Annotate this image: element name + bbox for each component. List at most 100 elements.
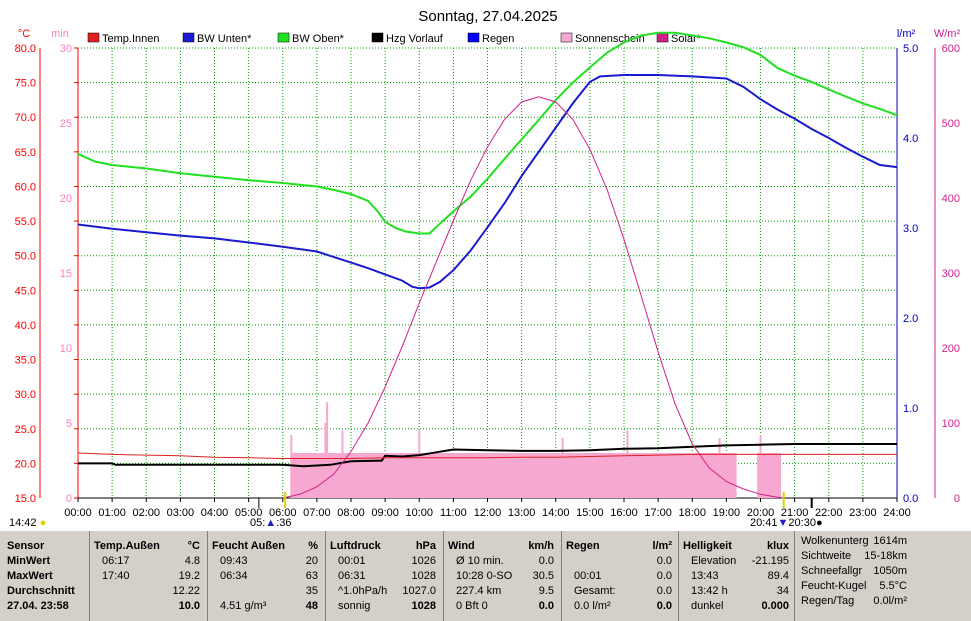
legend-label: BW Unten* bbox=[197, 33, 252, 45]
stats-separator bbox=[207, 531, 208, 621]
legend-swatch bbox=[371, 32, 384, 43]
stats-cell-value: 19.2 bbox=[178, 570, 200, 582]
stats-cell-value: 1028 bbox=[411, 570, 436, 582]
left-tick-label: 35.0 bbox=[15, 355, 36, 367]
stats-cell-value: -21.195 bbox=[751, 555, 789, 567]
series-line-solar- bbox=[282, 96, 785, 499]
x-tick-label: 04:00 bbox=[201, 507, 229, 519]
x-tick-label: 00:00 bbox=[64, 507, 92, 519]
stats-unit-col5: l/m² bbox=[652, 540, 672, 552]
stats-header-col5: Regen bbox=[566, 540, 600, 552]
sunset-suffix: 20:30 bbox=[788, 517, 816, 529]
min-tick-label: 10 bbox=[60, 343, 72, 355]
stats-unit-col2: % bbox=[308, 540, 318, 552]
legend-swatch bbox=[87, 32, 100, 43]
stats-separator bbox=[89, 531, 90, 621]
x-tick-label: 22:00 bbox=[815, 507, 843, 519]
stats-cell-label: Gesamt: bbox=[574, 585, 616, 597]
rain-tick-label: 3.0 bbox=[903, 223, 918, 235]
stats-cell-value: 30.5 bbox=[532, 570, 554, 582]
stats-row-label: 27.04. 23:58 bbox=[7, 600, 69, 612]
left-tick-label: 15.0 bbox=[15, 493, 36, 505]
stats-cell-label: 06:34 bbox=[220, 570, 248, 582]
stats-cell-value: 48 bbox=[305, 600, 318, 612]
solar-tick-label: 400 bbox=[942, 193, 960, 205]
stats-extra-value: 5.5°C bbox=[879, 580, 907, 592]
left-tick-label: 50.0 bbox=[15, 251, 36, 263]
chart-title: Sonntag, 27.04.2025 bbox=[418, 8, 557, 25]
x-tick-label: 12:00 bbox=[474, 507, 502, 519]
solar-tick-label: 500 bbox=[942, 118, 960, 130]
solar-tick-label: 300 bbox=[942, 268, 960, 280]
day-length-label: 14:42 ● bbox=[9, 517, 46, 529]
x-tick-label: 21:00 bbox=[781, 507, 809, 519]
stats-sensor-header: Sensor bbox=[7, 540, 45, 552]
stats-cell-value: 12.22 bbox=[172, 585, 200, 597]
x-tick-label: 20:00 bbox=[747, 507, 775, 519]
stats-cell-value: 0.0 bbox=[656, 555, 672, 567]
legend-label: Hzg Vorlauf bbox=[386, 33, 444, 45]
solar-tick-label: 100 bbox=[942, 418, 960, 430]
stats-extra-label: Feucht-Kugel bbox=[801, 580, 867, 592]
x-tick-label: 17:00 bbox=[644, 507, 672, 519]
stats-cell-value: 0.0 bbox=[538, 600, 554, 612]
sunrise-suffix: :36 bbox=[276, 517, 292, 529]
stats-extra-label: Wolkenunterg bbox=[801, 535, 869, 547]
x-tick-label: 01:00 bbox=[98, 507, 126, 519]
stats-unit-col6: klux bbox=[766, 540, 789, 552]
left-tick-label: 45.0 bbox=[15, 285, 36, 297]
min-tick-label: 0 bbox=[66, 493, 72, 505]
sonnenschein-block bbox=[291, 453, 737, 498]
stats-panel: Sensor MinWert MaxWert Durchschnitt 27.04. 2… bbox=[0, 531, 971, 621]
stats-extra-value: 1614m bbox=[873, 535, 907, 547]
stats-cell-label: 17:40 bbox=[102, 570, 130, 582]
series-line-bw-unten- bbox=[77, 74, 898, 290]
sunset-icon: ▼ bbox=[777, 517, 789, 529]
stats-cell-value: 34 bbox=[776, 585, 789, 597]
left-tick-label: 55.0 bbox=[15, 216, 36, 228]
sunrise-label: 05:▲:36 bbox=[250, 517, 291, 529]
stats-separator bbox=[794, 531, 795, 621]
left-tick-label: 75.0 bbox=[15, 78, 36, 90]
x-tick-label: 14:00 bbox=[542, 507, 570, 519]
solar-tick-label: 200 bbox=[942, 343, 960, 355]
left-tick-label: 70.0 bbox=[15, 112, 36, 124]
rain-tick-label: 4.0 bbox=[903, 133, 918, 145]
rain-unit-label: l/m² bbox=[897, 28, 916, 40]
min-tick-label: 25 bbox=[60, 118, 72, 130]
stats-cell-value: 1026 bbox=[411, 555, 436, 567]
stats-extra-label: Regen/Tag bbox=[801, 595, 855, 607]
stats-unit-col4: km/h bbox=[528, 540, 554, 552]
stats-cell-label: 00:01 bbox=[338, 555, 366, 567]
stats-header-col4: Wind bbox=[448, 540, 475, 552]
sun-icon-left: ● bbox=[39, 517, 47, 529]
min-tick-label: 15 bbox=[60, 268, 72, 280]
min-tick-label: 5 bbox=[66, 418, 72, 430]
left-tick-label: 25.0 bbox=[15, 424, 36, 436]
left-tick-label: 40.0 bbox=[15, 320, 36, 332]
x-tick-label: 15:00 bbox=[576, 507, 604, 519]
stats-extra-label: Schneefallgr bbox=[801, 565, 863, 577]
legend-swatch bbox=[182, 32, 195, 43]
legend-swatch bbox=[656, 32, 669, 43]
stats-cell-label: 0 Bft 0 bbox=[456, 600, 488, 612]
stats-cell-value: 10.0 bbox=[178, 600, 200, 612]
series-line-hzg-vorlauf bbox=[78, 443, 897, 468]
stats-cell-label: 227.4 km bbox=[456, 585, 502, 597]
sunrise-text: 05: bbox=[250, 517, 266, 529]
stats-cell-value: 0.000 bbox=[761, 600, 789, 612]
stats-unit-col1: °C bbox=[187, 540, 200, 552]
rain-tick-label: 0.0 bbox=[903, 493, 918, 505]
stats-separator bbox=[561, 531, 562, 621]
solar-unit-label: W/m² bbox=[934, 28, 961, 40]
left-tick-label: 65.0 bbox=[15, 147, 36, 159]
stats-header-col6: Helligkeit bbox=[683, 540, 732, 552]
stats-row-label: Durchschnitt bbox=[7, 585, 75, 597]
x-tick-label: 08:00 bbox=[337, 507, 365, 519]
stats-row-label: MaxWert bbox=[7, 570, 53, 582]
stats-cell-value: 20 bbox=[305, 555, 318, 567]
min-tick-label: 20 bbox=[60, 193, 72, 205]
x-tick-label: 23:00 bbox=[849, 507, 877, 519]
stats-extra-label: Sichtweite bbox=[801, 550, 852, 562]
stats-separator bbox=[443, 531, 444, 621]
